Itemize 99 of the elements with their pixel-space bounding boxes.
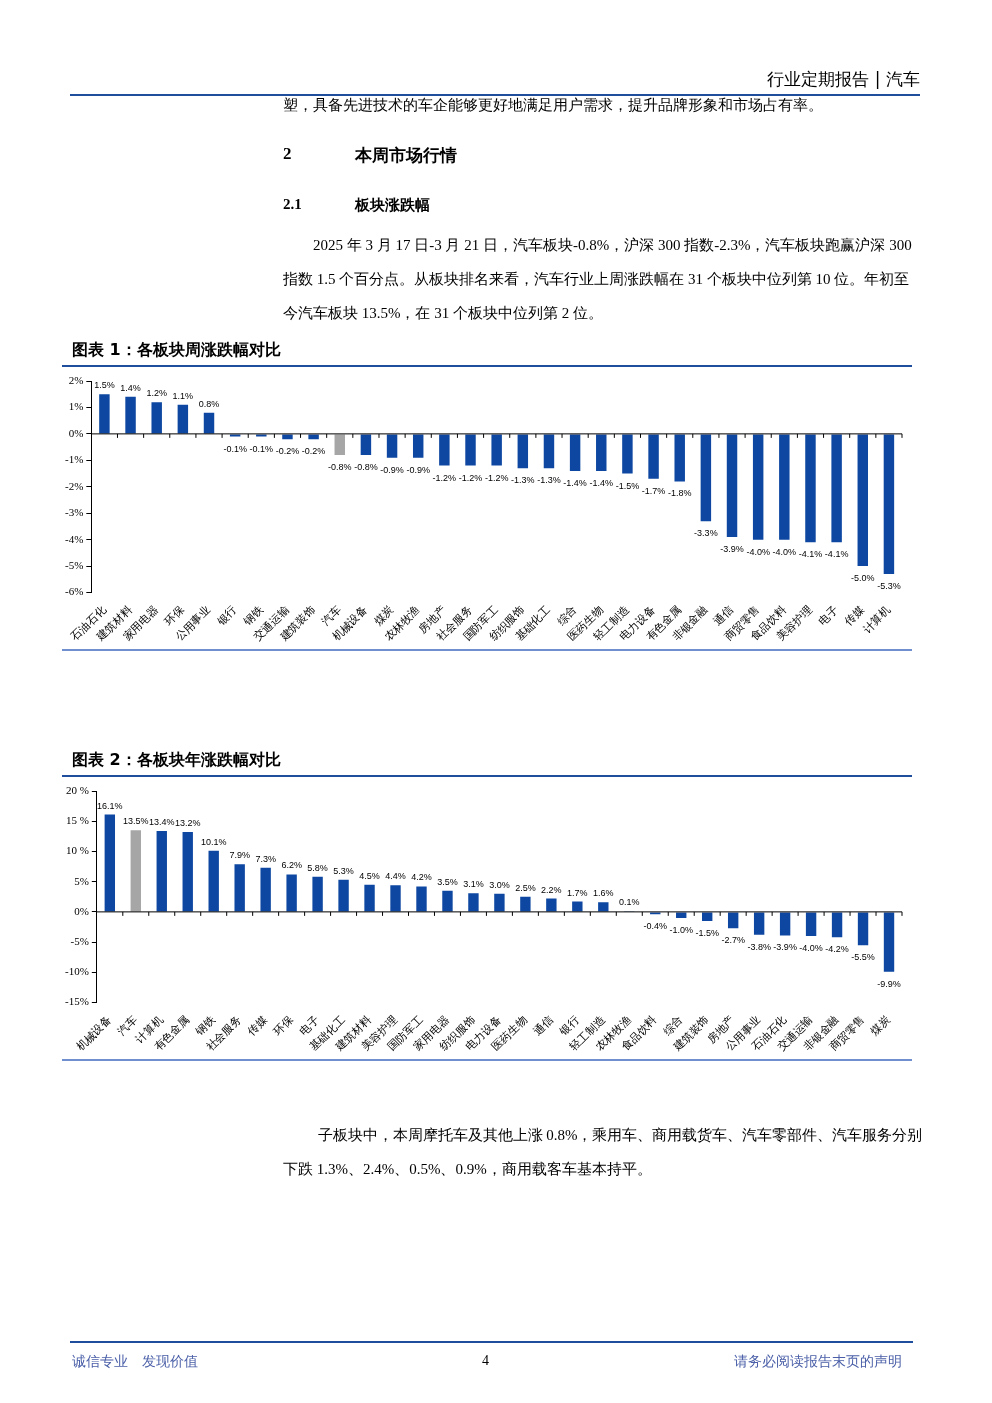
data-label: -4.2% <box>825 944 849 955</box>
y-tick-label: -15% <box>65 995 89 1008</box>
data-label: 1.6% <box>593 888 614 899</box>
y-tick-label: -4% <box>65 532 84 545</box>
data-label: -0.4% <box>643 921 668 932</box>
y-tick-label: 0% <box>68 426 84 439</box>
y-tick-label: -5% <box>70 935 89 947</box>
data-label: -1.0% <box>669 924 693 935</box>
x-tick-label: 通信 <box>530 1013 556 1038</box>
text: 塑，具备先进技术的车企能够更好地满足用户需求，提升品牌形象和市场占有率。 <box>283 96 823 115</box>
data-label: -5.5% <box>851 952 875 963</box>
data-label: -1.2% <box>484 472 509 483</box>
data-label: -9.9% <box>877 978 901 989</box>
data-label: 13.5% <box>123 816 149 827</box>
chart-title: 图表 1：各板块周涨跌幅对比 <box>71 340 282 361</box>
data-label: 16.1% <box>97 800 123 811</box>
y-tick-label: 10 % <box>65 844 89 857</box>
y-tick-label: 20 % <box>65 783 89 796</box>
y-tick-label: -3% <box>65 506 84 519</box>
data-label: 2.2% <box>541 884 562 895</box>
y-tick-label: 0% <box>74 904 89 917</box>
data-label: 7.3% <box>255 853 276 864</box>
data-label: 1.1% <box>172 390 194 401</box>
x-tick-label: 环保 <box>271 1013 296 1038</box>
data-label: 4.5% <box>359 870 380 881</box>
text: 子板块中，本周摩托车及其他上涨 0.8%，乘用车、商用载货车、汽车零部件、汽车服务分别下跌 1.3%、2.4%、0.5%、0.9%，商用载客车基本持平。 <box>283 1127 923 1177</box>
data-label: -1.4% <box>589 477 614 488</box>
y-tick-label: 1% <box>68 400 84 413</box>
data-label: -0.2% <box>275 446 300 457</box>
data-label: -3.8% <box>747 941 771 952</box>
data-label: -1.3% <box>511 475 535 486</box>
y-tick-label: 15 % <box>65 814 89 827</box>
data-label: -2.7% <box>721 935 745 946</box>
data-label: -3.9% <box>773 942 797 953</box>
data-label: -1.8% <box>667 488 692 499</box>
data-label: -4.0% <box>799 943 823 954</box>
data-label: 4.4% <box>385 871 406 882</box>
text: 本周市场行情 <box>355 144 457 167</box>
text: 行业定期报告 | 汽车 <box>767 68 920 91</box>
data-label: 13.4% <box>148 816 175 827</box>
y-tick-label: -6% <box>65 585 84 598</box>
data-label: 3.5% <box>437 876 458 887</box>
data-label: -0.8% <box>354 462 378 473</box>
data-label: -4.0% <box>746 546 770 557</box>
x-tick-label: 电子 <box>816 603 841 628</box>
data-label: -0.9% <box>406 464 430 475</box>
chart-title: 图表 2：各板块年涨跌幅对比 <box>71 750 282 771</box>
data-label: -1.2% <box>458 472 483 483</box>
y-tick-label: 2% <box>68 373 84 386</box>
data-label: 0.8% <box>198 398 220 409</box>
data-label: 1.5% <box>94 380 115 391</box>
data-label: 3.0% <box>489 879 510 890</box>
data-label: -0.1% <box>223 443 247 454</box>
data-label: 2.5% <box>515 882 536 893</box>
y-tick-label: -1% <box>65 453 84 466</box>
text: 板块涨跌幅 <box>355 196 430 215</box>
text: 2025 年 3 月 17 日-3 月 21 日，汽车板块-0.8%，沪深 300 指数-2.3%，汽车板块跑赢沪深 300 指数 1.5 个百分点。从板块排名来看，汽车行业上周涨跌幅在 31 个板块中位列第 10 位。年初至今汽车板块 13.5%，在 31 个板块中位列第 2 位。 <box>283 237 912 321</box>
text: 2 <box>283 144 292 164</box>
data-label: 13.2% <box>174 818 201 829</box>
data-label: 3.1% <box>463 879 484 890</box>
y-tick-label: -2% <box>65 479 84 492</box>
y-tick-label: 5% <box>74 874 89 887</box>
data-label: 5.3% <box>333 865 354 876</box>
data-label: 6.2% <box>281 860 302 871</box>
text: 4 <box>482 1353 489 1369</box>
data-label: 5.8% <box>307 862 328 873</box>
x-tick-label: 传媒 <box>245 1013 270 1038</box>
data-label: -0.1% <box>249 443 274 454</box>
data-label: -0.9% <box>380 464 404 475</box>
data-label: 0.1% <box>619 897 640 908</box>
data-label: -4.1% <box>798 549 823 560</box>
data-label: 4.2% <box>411 872 432 883</box>
y-tick-label: -5% <box>65 559 84 571</box>
data-label: -4.0% <box>772 546 797 557</box>
data-label: 1.4% <box>120 382 141 393</box>
data-label: -1.3% <box>537 475 561 486</box>
data-label: 1.2% <box>146 388 167 399</box>
data-label: 1.7% <box>567 887 588 898</box>
data-label: -1.4% <box>563 477 587 488</box>
text: 请务必阅读报告末页的声明 <box>734 1353 902 1371</box>
data-label: -0.8% <box>328 462 352 473</box>
data-label: -1.7% <box>641 485 666 496</box>
data-label: -1.2% <box>432 472 457 483</box>
data-label: -5.3% <box>877 581 901 592</box>
data-label: -5.0% <box>851 573 875 584</box>
data-label: -4.1% <box>824 549 849 560</box>
x-tick-label: 煤炭 <box>868 1013 894 1038</box>
y-tick-label: -10% <box>65 965 89 978</box>
text: 诚信专业 发现价值 <box>72 1353 198 1371</box>
data-label: -0.2% <box>301 446 326 457</box>
data-label: 10.1% <box>200 836 227 847</box>
text: 2.1 <box>283 196 302 213</box>
x-tick-label: 银行 <box>213 603 240 629</box>
data-label: 7.9% <box>229 850 250 861</box>
data-label: -1.5% <box>695 927 719 938</box>
data-label: -1.5% <box>615 480 640 491</box>
x-tick-label: 机械设备 <box>73 1013 114 1054</box>
data-label: -3.3% <box>694 528 718 539</box>
data-label: -3.9% <box>720 544 744 555</box>
